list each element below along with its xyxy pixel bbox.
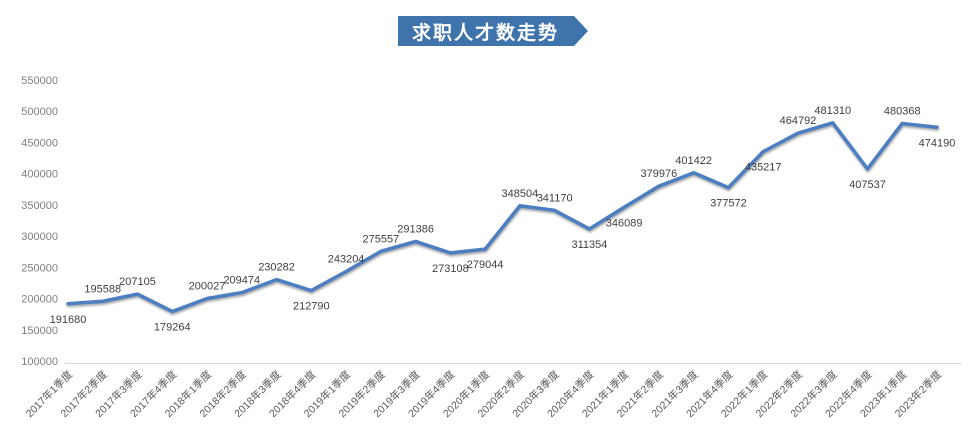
data-label: 341170 (537, 192, 573, 204)
data-label: 195588 (84, 283, 121, 295)
y-tick-label: 450000 (21, 137, 58, 149)
data-label: 179264 (154, 322, 191, 334)
y-tick-label: 350000 (21, 200, 58, 212)
y-tick-label: 200000 (21, 294, 58, 306)
y-tick-label: 250000 (21, 262, 58, 274)
data-label: 212790 (293, 301, 330, 313)
data-label: 275557 (362, 233, 399, 245)
data-label: 379976 (641, 168, 678, 180)
chart-title: 求职人才数走势 (412, 22, 560, 44)
data-label: 377572 (710, 198, 747, 210)
data-label: 243204 (328, 254, 365, 266)
data-label: 480368 (884, 105, 921, 117)
data-label: 401422 (675, 155, 712, 167)
data-label: 230282 (258, 262, 295, 274)
y-tick-label: 100000 (21, 356, 58, 368)
chart-title-banner: 求职人才数走势 (398, 16, 588, 46)
data-label: 209474 (223, 275, 260, 287)
y-tick-label: 500000 (21, 106, 58, 118)
data-label: 348504 (502, 188, 539, 200)
data-label: 279044 (467, 259, 504, 271)
data-label: 346089 (606, 217, 643, 229)
y-tick-label: 150000 (21, 325, 58, 337)
data-label: 273108 (432, 263, 469, 275)
trend-line (66, 121, 939, 314)
data-label: 311354 (571, 239, 607, 251)
data-label: 207105 (119, 276, 156, 288)
data-label: 464792 (780, 115, 817, 127)
data-label: 435217 (745, 162, 782, 174)
data-label: 481310 (814, 105, 851, 117)
data-label: 291386 (397, 223, 434, 235)
y-tick-label: 550000 (21, 75, 58, 87)
y-tick-label: 400000 (21, 169, 58, 181)
data-label: 200027 (189, 281, 226, 293)
y-tick-label: 300000 (21, 231, 58, 243)
data-label: 474190 (919, 137, 956, 149)
data-label: 191680 (50, 314, 87, 326)
data-label: 407537 (849, 179, 886, 191)
